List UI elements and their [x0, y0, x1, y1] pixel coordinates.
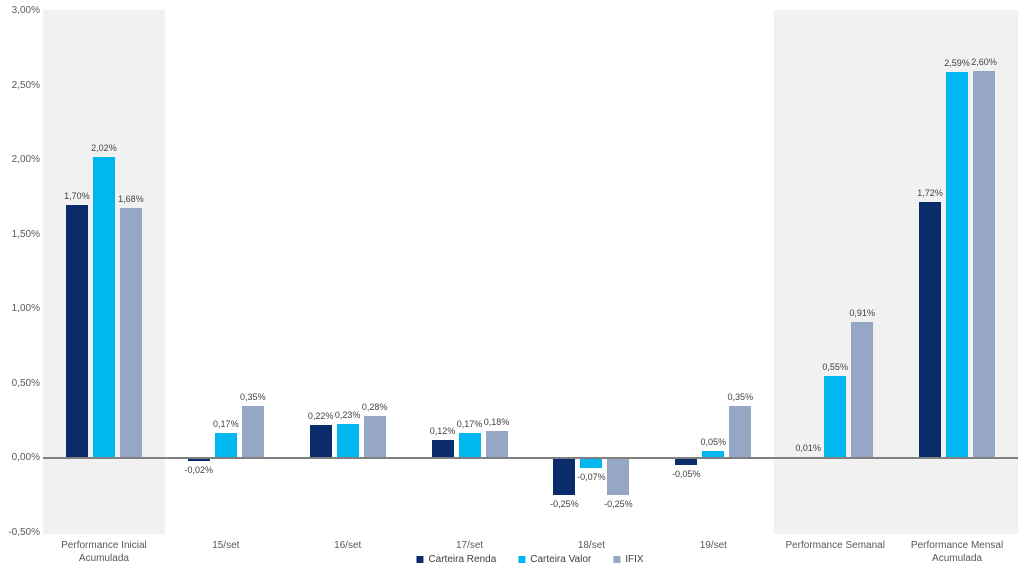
category-label: Performance Semanal — [785, 540, 885, 551]
bar-carteira-renda — [919, 201, 942, 458]
data-label: 0,17% — [213, 418, 239, 429]
bar-carteira-valor — [458, 432, 481, 458]
data-label: 0,28% — [361, 402, 388, 413]
data-label: 0,17% — [456, 418, 483, 429]
bar-carteira-renda — [65, 204, 88, 458]
y-axis-tick-label: -0,50% — [8, 526, 40, 538]
data-label: 0,01% — [795, 442, 821, 453]
category-label: 15/set — [212, 540, 240, 551]
y-axis-tick-label: 2,00% — [11, 154, 40, 165]
bar-carteira-valor — [580, 458, 603, 469]
legend-label: IFIX — [625, 554, 644, 565]
data-label: 0,35% — [240, 391, 266, 402]
data-label: 2,60% — [971, 56, 997, 67]
bar-carteira-renda — [553, 458, 576, 496]
bar-carteira-renda — [309, 425, 332, 458]
data-label: -0,25% — [550, 499, 579, 510]
bar-ifix — [363, 416, 386, 458]
y-axis-tick-label: 3,00% — [11, 5, 40, 16]
data-label: 0,23% — [334, 409, 361, 420]
y-axis-tick-label: 0,50% — [11, 377, 40, 389]
bar-ifix — [729, 405, 752, 458]
legend: Carteira Renda Carteira Valor IFIX — [416, 554, 644, 565]
bar-carteira-valor — [214, 432, 237, 458]
bar-ifix — [485, 431, 508, 458]
legend-item: Carteira Valor — [518, 554, 591, 565]
bar-carteira-valor — [702, 450, 725, 458]
bar-carteira-valor — [336, 423, 359, 458]
y-axis-tick-label: 0,00% — [11, 452, 40, 463]
data-label: 2,59% — [944, 58, 970, 69]
legend-label: Carteira Valor — [530, 554, 592, 565]
data-label: 0,22% — [307, 411, 334, 422]
data-label: -0,02% — [184, 464, 214, 475]
category-label: Performance Mensal Acumulada — [910, 540, 1004, 564]
y-axis-tick-label: 1,00% — [11, 303, 40, 314]
legend-swatch-icon — [613, 556, 621, 563]
legend-item: IFIX — [613, 554, 644, 565]
bar-carteira-valor — [92, 157, 115, 458]
bar-carteira-renda — [187, 458, 210, 461]
bar-ifix — [119, 207, 142, 458]
legend-label: Carteira Renda — [428, 554, 497, 565]
bar-carteira-renda — [675, 458, 698, 466]
category-label: 19/set — [699, 540, 727, 551]
data-label: 1,70% — [64, 190, 90, 201]
bar-carteira-valor — [824, 376, 847, 458]
data-label: 0,35% — [727, 391, 754, 402]
data-label: 0,55% — [822, 362, 848, 373]
bar-ifix — [973, 70, 996, 458]
data-label: 2,02% — [91, 143, 117, 154]
data-label: 0,05% — [700, 436, 727, 447]
y-axis-tick-label: 2,50% — [11, 79, 40, 91]
data-label: -0,25% — [604, 499, 633, 510]
data-label: 0,12% — [429, 426, 456, 437]
legend-swatch-icon — [518, 556, 526, 563]
data-label: -0,05% — [672, 469, 701, 480]
legend-swatch-icon — [416, 556, 424, 563]
category-label: 17/set — [455, 540, 484, 551]
data-label: -0,07% — [577, 472, 606, 483]
bar-ifix — [241, 405, 264, 458]
bar-ifix — [851, 322, 874, 458]
category-label: Performance Inicial Acumulada — [61, 540, 147, 564]
data-label: 0,91% — [849, 308, 875, 319]
y-axis-tick-label: 1,50% — [11, 228, 40, 240]
x-axis-line — [43, 457, 1018, 459]
data-label: 1,68% — [118, 193, 144, 204]
bar-carteira-renda — [431, 440, 454, 458]
bar-ifix — [607, 458, 630, 496]
bar-carteira-valor — [946, 72, 969, 458]
data-label: 1,72% — [917, 187, 943, 198]
data-label: 0,18% — [483, 417, 510, 428]
category-label: 18/set — [577, 540, 606, 551]
category-label: 16/set — [334, 540, 362, 551]
legend-item: Carteira Renda — [416, 554, 496, 565]
